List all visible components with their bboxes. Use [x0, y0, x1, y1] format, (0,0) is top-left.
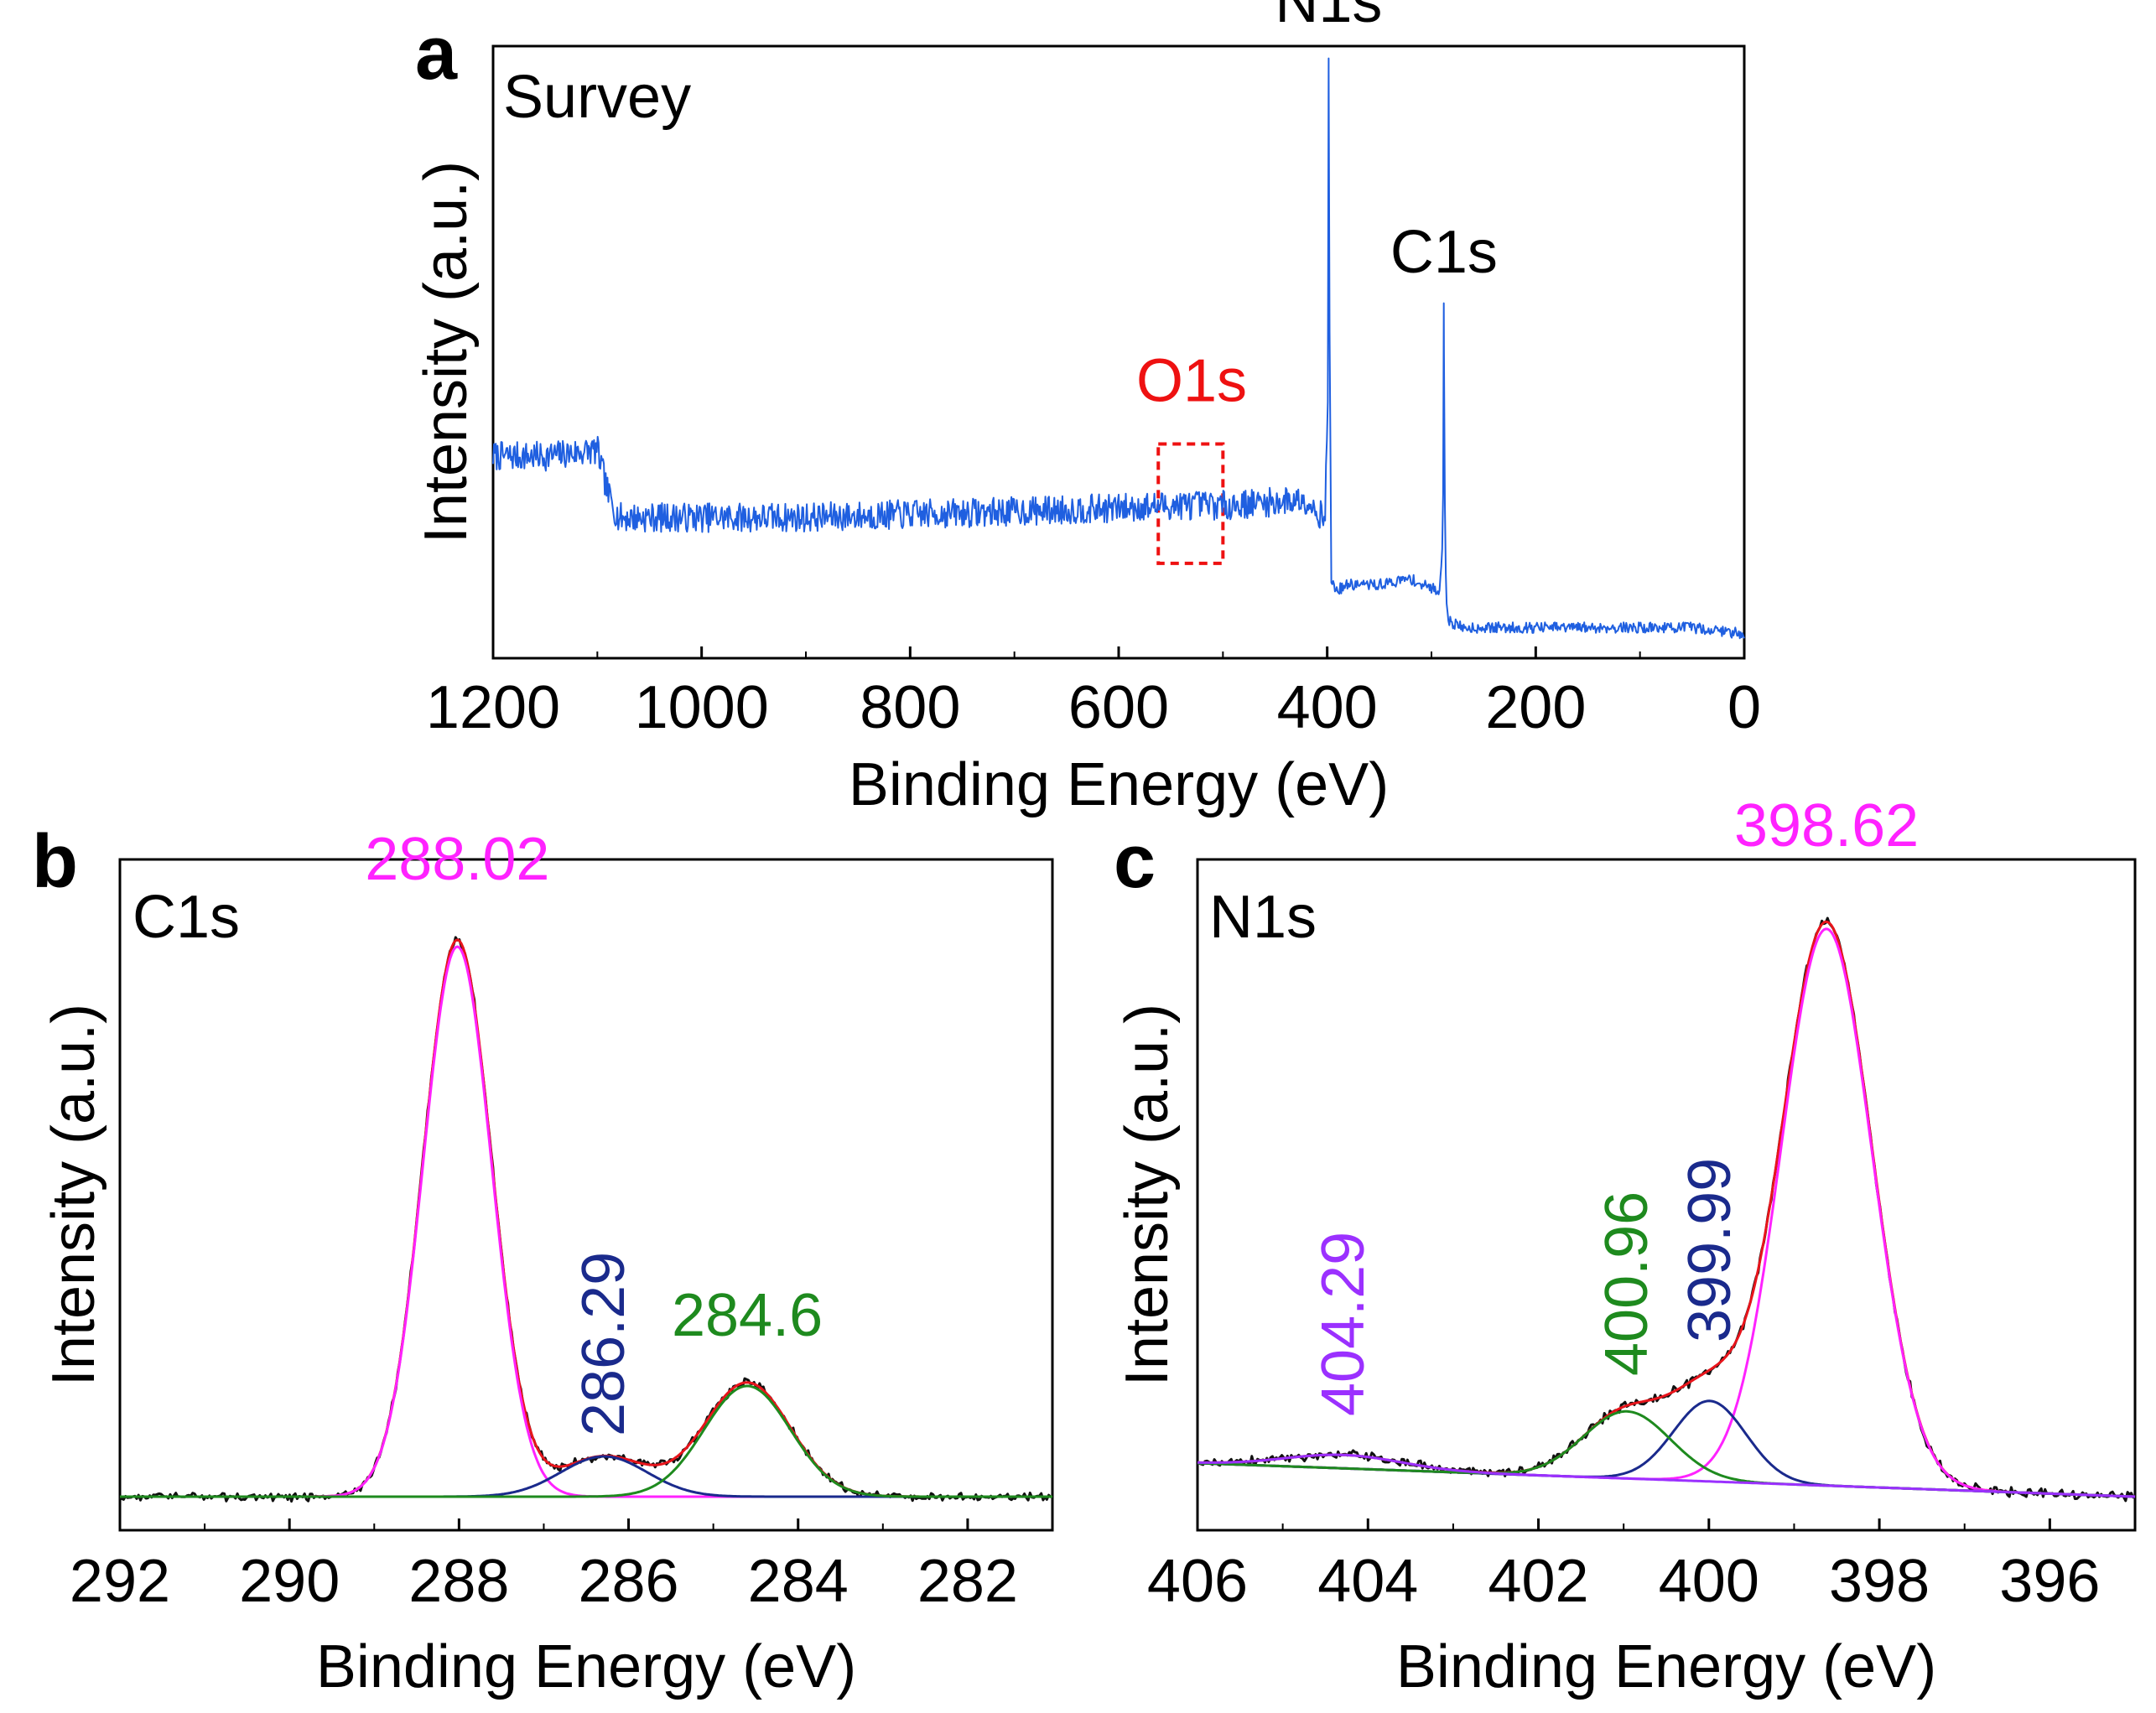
x-tick-label: 404	[1317, 1548, 1418, 1615]
panel-a-series	[492, 57, 1745, 640]
series-line-peak-284-6	[120, 1384, 1052, 1498]
series-line-peak-286-29	[120, 1455, 1052, 1498]
peak-label: 284.6	[672, 1282, 823, 1349]
x-tick-label: 400	[1277, 674, 1378, 741]
panel-a-title: Survey	[503, 64, 691, 131]
x-tick-label: 1200	[426, 674, 560, 741]
peak-label: 400.96	[1593, 1191, 1660, 1376]
panel-c-xlabel: Binding Energy (eV)	[1396, 1633, 1936, 1700]
x-tick-label: 286	[578, 1548, 678, 1615]
panel-a-xlabel: Binding Energy (eV)	[849, 751, 1389, 818]
x-tick-label: 1000	[635, 674, 769, 741]
x-tick-label: 402	[1488, 1548, 1588, 1615]
panel-a-label: a	[415, 12, 458, 96]
x-tick-label: 398	[1829, 1548, 1930, 1615]
x-tick-label: 400	[1659, 1548, 1759, 1615]
panel-a-frame	[491, 44, 1746, 660]
peak-label: 399.99	[1676, 1158, 1743, 1342]
x-tick-label: 282	[917, 1548, 1018, 1615]
x-tick-label: 292	[70, 1548, 170, 1615]
panel-b-series	[119, 936, 1053, 1503]
peak-label: 398.62	[1734, 792, 1919, 859]
panel-a: a Survey Intensity (a.u.) Binding Energy…	[413, 0, 1761, 818]
panel-b: b C1s Intensity (a.u.) Binding Energy (e…	[32, 820, 1054, 1700]
panel-b-label: b	[32, 820, 78, 904]
series-line-peak-404-29	[1197, 1453, 2136, 1498]
panel-b-annotations: 288.02 286.29 284.6	[365, 826, 823, 1436]
o1s-highlight-box	[1156, 442, 1225, 565]
x-tick-label: 0	[1727, 674, 1761, 741]
peak-label: O1s	[1136, 347, 1247, 414]
panel-b-ylabel: Intensity (a.u.)	[40, 1004, 107, 1386]
panel-a-annotations: N1s C1s O1s	[1136, 0, 1498, 414]
x-tick-label: 284	[748, 1548, 849, 1615]
panel-a-ticks: 1200 1000 800 600 400 200 0	[426, 646, 1761, 741]
panel-c-ylabel: Intensity (a.u.)	[1114, 1004, 1181, 1386]
peak-label: 404.29	[1310, 1232, 1377, 1416]
x-tick-label: 288	[408, 1548, 509, 1615]
peak-label: 286.29	[570, 1252, 637, 1436]
x-tick-label: 396	[1999, 1548, 2100, 1615]
panel-c-ticks: 406 404 402 400 398 396	[1147, 1518, 2100, 1615]
panel-a-box-layer	[1156, 442, 1225, 565]
panel-b-xlabel: Binding Energy (eV)	[316, 1633, 856, 1700]
panel-c-frame	[1196, 858, 2137, 1532]
peak-label: C1s	[1390, 219, 1498, 286]
peak-label: N1s	[1275, 0, 1382, 35]
x-tick-label: 600	[1068, 674, 1169, 741]
x-tick-label: 290	[239, 1548, 340, 1615]
panel-c-label: c	[1114, 820, 1156, 904]
series-line-survey	[492, 57, 1745, 640]
x-tick-label: 800	[860, 674, 960, 741]
panel-b-ticks: 292 290 288 286 284 282	[70, 1518, 1018, 1615]
panel-c-series	[1197, 916, 2136, 1503]
x-tick-label: 406	[1147, 1548, 1248, 1615]
panel-a-ylabel: Intensity (a.u.)	[413, 161, 480, 543]
panel-b-title: C1s	[132, 884, 240, 951]
panel-c-title: N1s	[1209, 884, 1317, 951]
x-tick-label: 200	[1485, 674, 1586, 741]
peak-label: 288.02	[365, 826, 549, 893]
panel-b-frame	[118, 858, 1054, 1532]
panel-c: c N1s Intensity (a.u.) Binding Energy (e…	[1114, 792, 2137, 1700]
